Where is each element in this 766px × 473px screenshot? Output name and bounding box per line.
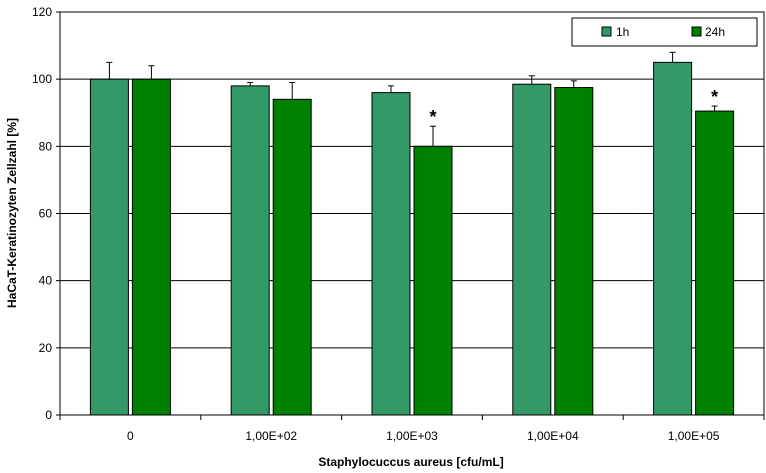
legend-box [571,17,758,47]
bar [554,87,594,416]
x-tick-label: 1,00E+02 [245,429,297,443]
x-tick-label: 1,00E+04 [527,429,579,443]
gridlines [60,78,764,349]
bars [89,61,735,416]
y-axis-title: HaCaT-Keratinozyten Zellzahl [%] [5,118,19,308]
y-tick-label: 60 [39,207,53,221]
x-tick-label: 0 [127,429,134,443]
x-tick-label: 1,00E+03 [386,429,438,443]
bar [653,61,693,416]
bar [695,110,735,416]
legend-swatch-1h [601,26,612,37]
x-axis-ticks: 0 1,00E+02 1,00E+03 1,00E+04 1,00E+05 [59,415,765,443]
bar [272,98,312,416]
error-bars [106,51,718,147]
y-tick-label: 120 [32,5,52,19]
bar [131,78,171,416]
y-axis-ticks: 0 20 40 60 80 100 120 [32,5,60,422]
bar [371,92,411,416]
y-tick-label: 0 [45,408,52,422]
legend-label-1h: 1h [616,25,629,39]
legend-label-24h: 24h [705,25,725,39]
y-tick-label: 20 [39,341,53,355]
significance-markers: ** [429,87,718,127]
bar [89,78,129,416]
bar [230,85,270,416]
x-axis-title: Staphylocuccus aureus [cfu/mL] [318,455,503,469]
significance-marker: * [711,87,718,107]
y-tick-label: 80 [39,139,53,153]
bar [512,83,552,416]
y-tick-label: 100 [32,72,52,86]
legend-swatch-24h [691,26,702,37]
bar [413,145,453,416]
significance-marker: * [429,107,436,127]
x-tick-label: 1,00E+05 [668,429,720,443]
legend: 1h 24h [571,17,758,47]
y-tick-label: 40 [39,274,53,288]
